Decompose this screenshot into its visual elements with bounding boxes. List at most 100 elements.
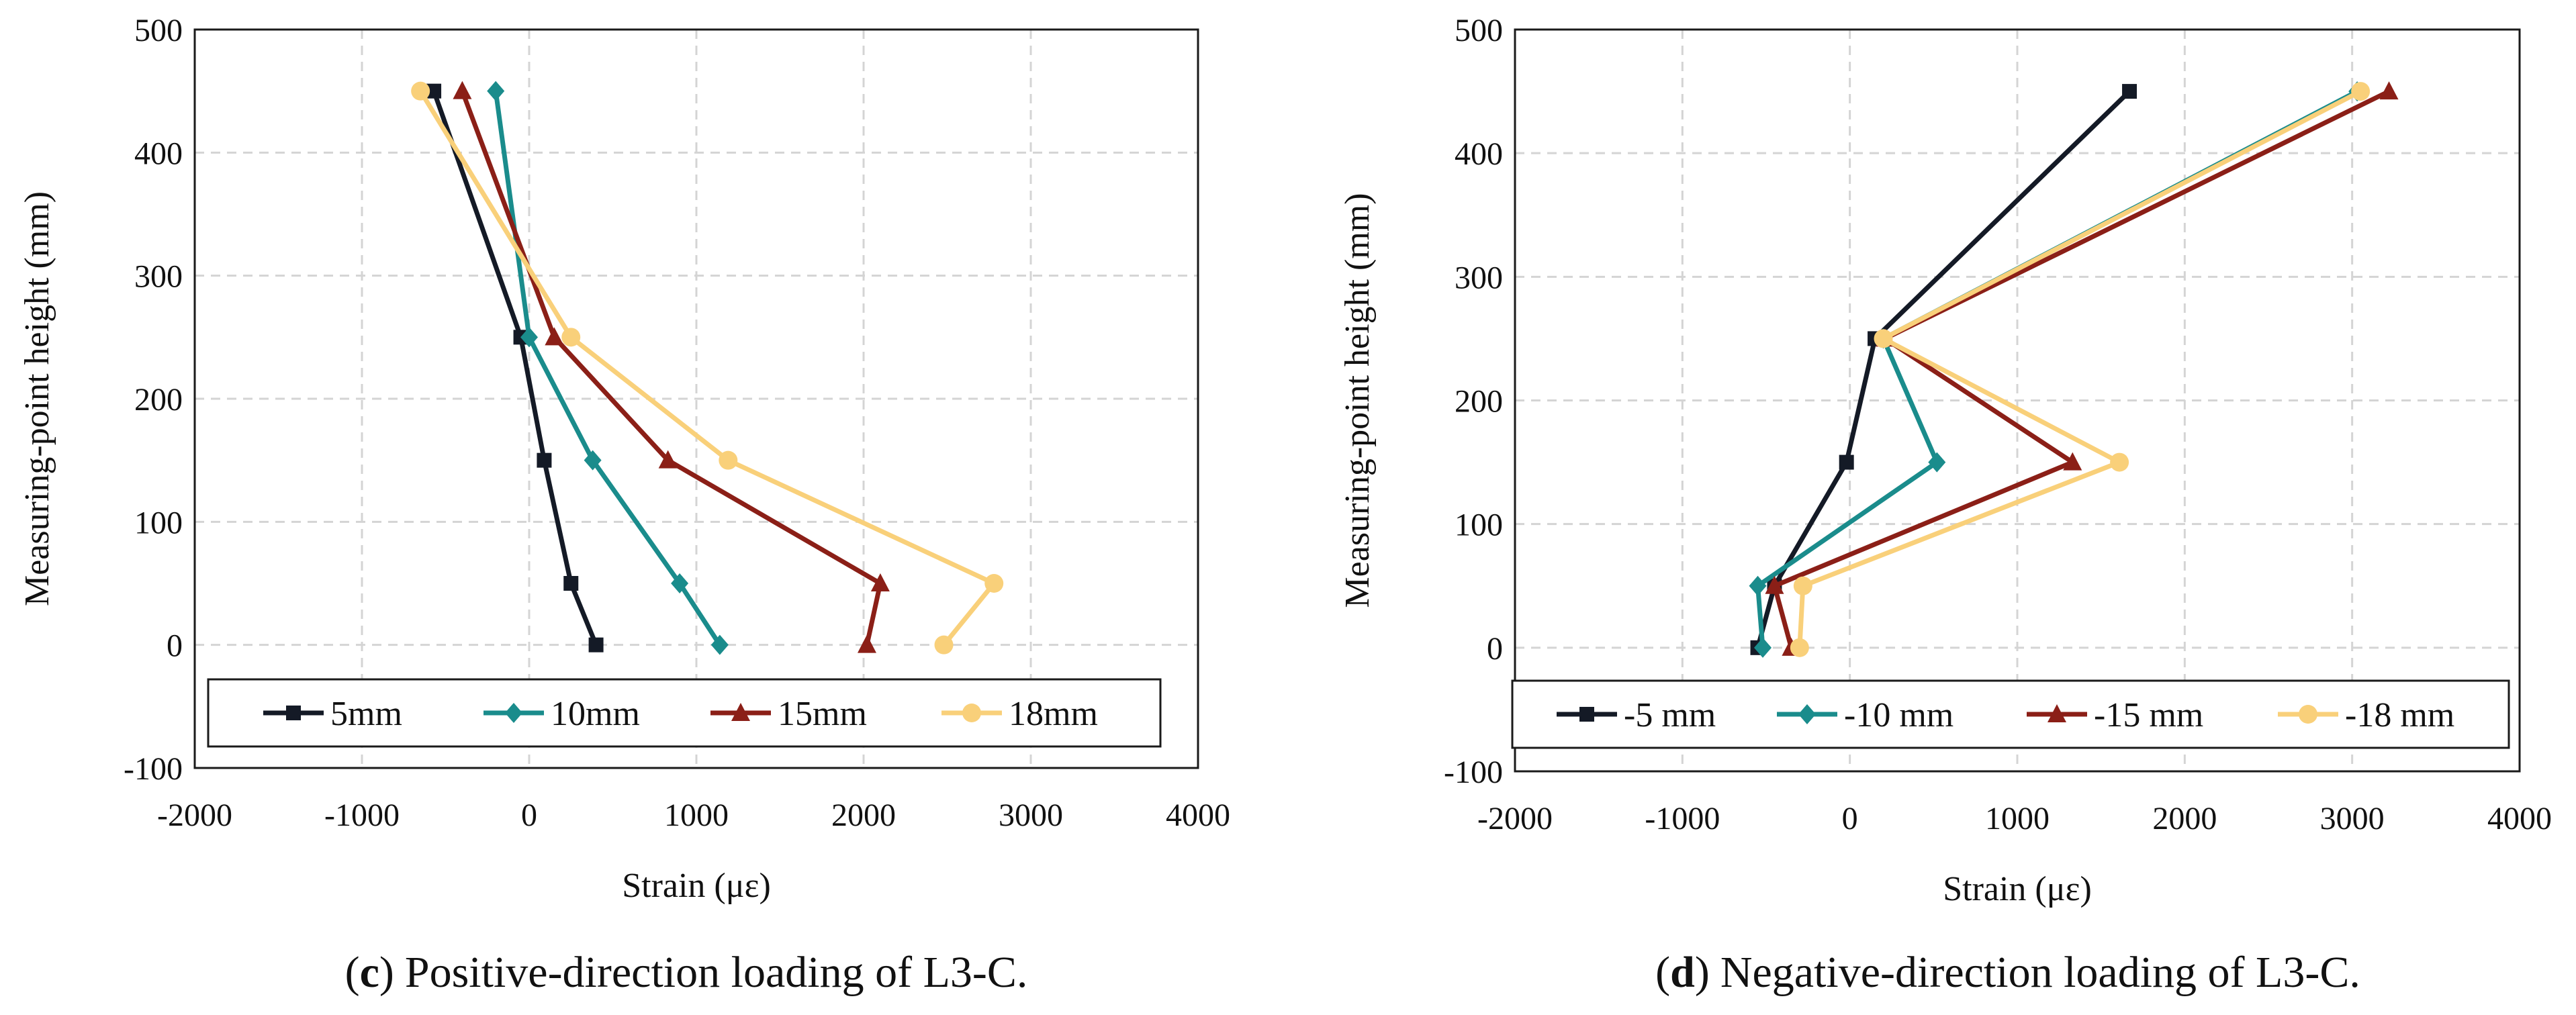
y-tick-label: 500 — [1455, 13, 1503, 48]
legend-diamond-marker — [1798, 704, 1816, 724]
triangle-marker — [870, 573, 890, 591]
caption-open-paren: ( — [1655, 948, 1670, 997]
legend: 5mm 10mm 15mm 18mm — [207, 678, 1162, 748]
series-15mm — [453, 81, 890, 653]
legend: -5 mm -10 mm -15 mm -18 mm — [1511, 679, 2510, 749]
legend-circle-marker — [962, 704, 981, 722]
chart-panel-d: -2000 -1000 0 1000 2000 3000 4000-100010020030… — [1338, 13, 2552, 997]
legend-label: -10 mm — [1844, 696, 1953, 734]
x-axis-title: Strain (με) — [1943, 870, 2092, 908]
x-tick-label: 3000 — [2320, 801, 2385, 836]
x-tick-label: 3000 — [999, 798, 1063, 833]
figure-caption: (d) Negative-direction loading of L3-C. — [1655, 948, 2360, 997]
legend-square-marker — [286, 706, 301, 720]
series-line — [431, 90, 598, 646]
legend-diamond-marker — [505, 703, 522, 723]
diamond-marker — [671, 573, 689, 593]
triangle-marker — [453, 81, 472, 99]
legend-label: 10mm — [551, 695, 640, 733]
y-tick-label: 100 — [134, 505, 183, 540]
legend-square-marker — [1579, 707, 1594, 722]
y-tick-label: 300 — [1455, 260, 1503, 295]
triangle-marker — [658, 450, 678, 469]
diamond-marker — [487, 81, 505, 101]
x-axis-title: Strain (με) — [622, 867, 771, 905]
legend-item: 15mm — [710, 695, 867, 733]
x-tick-label: 2000 — [2152, 801, 2217, 836]
caption-text: Negative-direction loading of L3-C. — [1720, 948, 2360, 997]
y-tick-label: -100 — [124, 751, 183, 787]
series-18mm — [411, 81, 1004, 655]
y-tick-label: 0 — [167, 628, 183, 664]
circle-marker — [934, 635, 954, 655]
circle-marker — [984, 574, 1004, 593]
x-tick-label: 4000 — [1166, 798, 1230, 833]
triangle-marker — [1765, 575, 1784, 594]
triangle-marker — [2379, 81, 2399, 100]
circle-marker — [2110, 452, 2129, 472]
series-10mm — [487, 81, 729, 655]
caption-open-paren: ( — [345, 948, 360, 997]
legend-item: -15 mm — [2027, 696, 2203, 734]
y-tick-label: -100 — [1444, 755, 1503, 790]
caption-text: Positive-direction loading of L3-C. — [405, 948, 1028, 997]
legend-item: -18 mm — [2278, 696, 2454, 734]
diamond-marker — [584, 450, 602, 471]
plot-frame — [193, 28, 1199, 769]
series-line — [1797, 89, 2362, 648]
circle-marker — [1790, 638, 1809, 657]
y-tick-label: 400 — [134, 136, 183, 171]
x-tick-label: 1000 — [1985, 801, 2050, 836]
legend-label: -18 mm — [2345, 696, 2454, 734]
y-tick-label: 0 — [1487, 631, 1503, 667]
legend-label: 5mm — [330, 695, 402, 733]
gridlines — [1515, 30, 2520, 771]
x-tick-label: 4000 — [2487, 801, 2552, 836]
triangle-marker — [545, 327, 564, 346]
y-tick-label: 500 — [134, 13, 183, 48]
legend-box — [1511, 679, 2510, 749]
legend-triangle-marker — [2048, 704, 2066, 722]
legend-triangle-marker — [731, 703, 750, 721]
series-line — [1755, 89, 2358, 648]
y-tick-label: 200 — [134, 382, 183, 418]
square-marker — [563, 576, 579, 591]
square-marker — [537, 452, 552, 468]
square-marker — [588, 637, 604, 652]
square-marker — [426, 83, 442, 99]
y-axis-title: Measuring-point height (mm) — [18, 191, 56, 606]
diamond-marker — [1754, 637, 1772, 658]
diamond-marker — [1749, 575, 1767, 596]
legend-item: -5 mm — [1557, 696, 1716, 734]
diamond-marker — [1928, 452, 1946, 473]
circle-marker — [561, 328, 581, 347]
legend-label: -5 mm — [1624, 696, 1716, 734]
circle-marker — [1793, 576, 1812, 595]
legend-item: 5mm — [263, 695, 402, 733]
x-tick-label: 0 — [521, 798, 537, 833]
triangle-marker — [2063, 452, 2082, 471]
caption-letter: d — [1670, 948, 1695, 997]
legend-item: 18mm — [941, 695, 1098, 733]
circle-marker — [2351, 82, 2371, 101]
chart-panel-c: -2000 -1000 0 1000 2000 3000 4000-100010020030… — [18, 13, 1230, 997]
y-tick-label: 300 — [134, 259, 183, 295]
x-tick-label: 0 — [1842, 801, 1858, 836]
legend-label: 18mm — [1009, 695, 1098, 733]
y-axis-title: Measuring-point height (mm) — [1338, 193, 1377, 608]
x-tick-label: -2000 — [157, 798, 232, 833]
caption-letter: c — [360, 948, 379, 997]
diamond-marker — [710, 634, 729, 655]
diamond-marker — [520, 327, 538, 348]
caption-close-paren: ) — [1695, 948, 1710, 997]
legend-circle-marker — [2299, 705, 2317, 724]
legend-item: 10mm — [484, 695, 640, 733]
y-tick-label: 200 — [1455, 384, 1503, 420]
square-marker — [2122, 84, 2137, 99]
x-tick-label: -1000 — [1645, 801, 1720, 836]
x-tick-label: 1000 — [664, 798, 729, 833]
circle-marker — [719, 450, 738, 470]
x-tick-label: -1000 — [324, 798, 400, 833]
circle-marker — [1874, 329, 1893, 348]
